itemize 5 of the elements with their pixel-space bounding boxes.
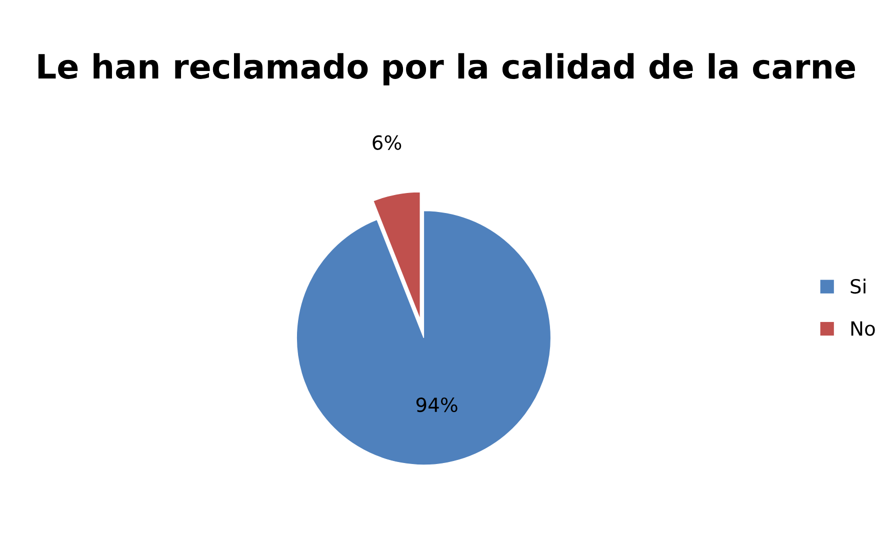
data-label: 94% [416, 397, 458, 412]
legend-label: No [851, 321, 875, 336]
chart-title: Le han reclamado por la calidad de la carne [38, 53, 855, 86]
legend-label: Si [850, 278, 866, 294]
data-label: 6% [372, 135, 402, 150]
